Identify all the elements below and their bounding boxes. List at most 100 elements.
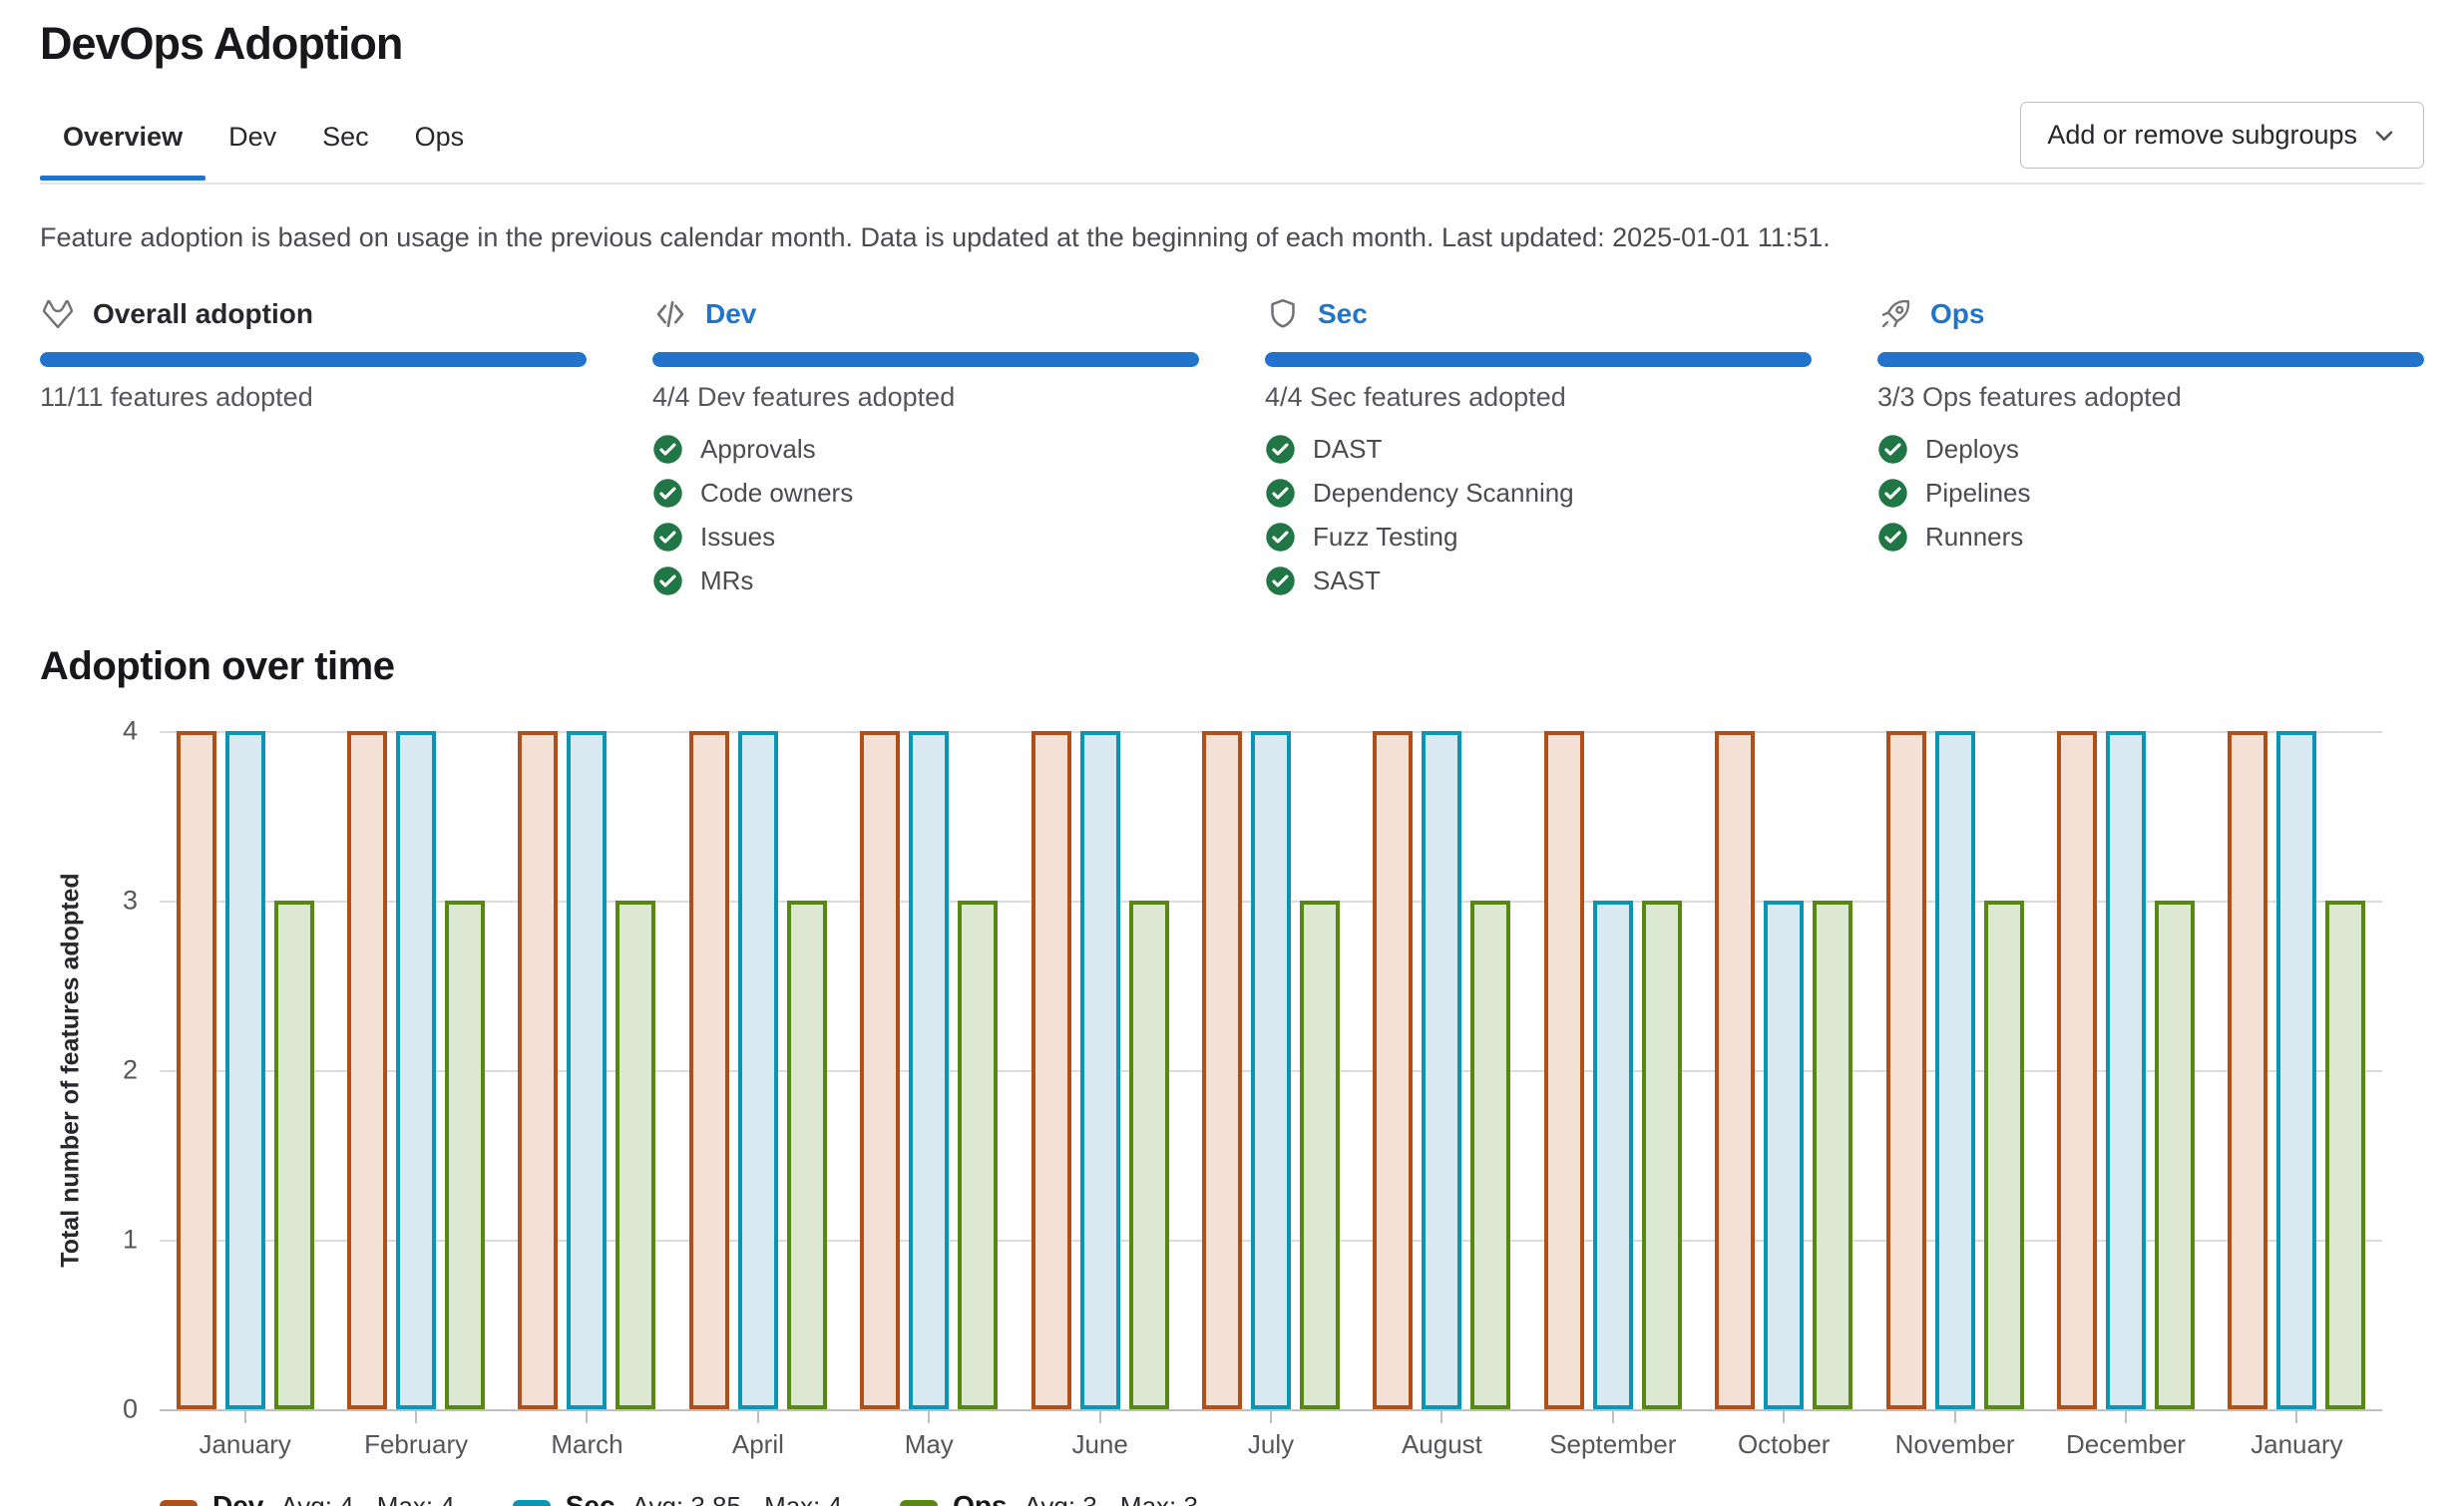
code-icon	[652, 296, 688, 332]
legend-item-sec: Sec Avg: 3.85 · Max: 4	[512, 1490, 843, 1506]
feature-item-deploys: Deploys	[1877, 427, 2424, 471]
tab-dev[interactable]: Dev	[205, 106, 299, 179]
feature-label: Runners	[1925, 521, 2024, 552]
feature-label: Fuzz Testing	[1313, 521, 1458, 552]
x-axis-label-9-october: October	[1737, 1429, 1831, 1459]
bar-group-0-january	[160, 731, 330, 1409]
check-circle-icon	[652, 522, 683, 553]
bar-sec-7-august	[1422, 731, 1462, 1409]
shield-icon	[1265, 296, 1301, 332]
x-axis-tick	[1783, 1411, 1786, 1423]
card-title-dev[interactable]: Dev	[705, 298, 757, 329]
add-or-remove-subgroups-button[interactable]: Add or remove subgroups	[2020, 102, 2424, 169]
card-header: Ops	[1877, 293, 2424, 335]
adoption-card-dev: Dev 4/4 Dev features adopted Approvals Code…	[652, 293, 1199, 602]
bar-ops-11-december	[2154, 901, 2195, 1409]
card-header: Overall adoption	[40, 293, 587, 335]
adopted-count-label: 4/4 Sec features adopted	[1265, 382, 1566, 412]
bar-ops-1-february	[445, 901, 486, 1409]
bar-sec-12-january	[2276, 731, 2317, 1409]
x-axis-label-11-december: December	[2066, 1429, 2186, 1459]
feature-list: Approvals Code owners Issues MRs	[652, 427, 1199, 602]
bar-dev-6-july	[1202, 731, 1243, 1409]
card-title-sec[interactable]: Sec	[1318, 298, 1368, 329]
chevron-down-icon	[2371, 123, 2397, 149]
bar-sec-1-february	[396, 731, 437, 1409]
feature-item-fuzz-testing: Fuzz Testing	[1265, 515, 1812, 559]
bar-group-9-october	[1699, 731, 1869, 1409]
x-axis-label-0-january: January	[199, 1429, 291, 1459]
adoption-progress-fill	[1877, 352, 2424, 367]
check-circle-icon	[1265, 478, 1296, 509]
x-axis-label-8-september: September	[1549, 1429, 1677, 1459]
x-axis-label-5-june: June	[1071, 1429, 1128, 1459]
legend-item-dev: Dev Avg: 4 · Max: 4	[160, 1490, 455, 1506]
card-title-overall-adoption: Overall adoption	[93, 298, 313, 329]
x-axis-tick	[1440, 1411, 1443, 1423]
adopted-count-label: 11/11 features adopted	[40, 382, 313, 412]
tab-bar: Overview Dev Sec Ops Add or remove subgroup…	[40, 102, 2424, 185]
bar-group-12-january	[2212, 731, 2382, 1409]
x-axis-tick	[415, 1411, 418, 1423]
bar-dev-11-december	[2056, 731, 2097, 1409]
x-axis-label-2-march: March	[551, 1429, 623, 1459]
check-circle-icon	[1265, 434, 1296, 465]
tab-sec[interactable]: Sec	[299, 106, 392, 179]
add-or-remove-subgroups-label: Add or remove subgroups	[2047, 120, 2357, 150]
feature-item-runners: Runners	[1877, 515, 2424, 559]
legend-series-name: Ops	[953, 1490, 1008, 1506]
y-axis-title: Total number of features adopted	[56, 873, 85, 1268]
bar-ops-10-november	[1983, 901, 2024, 1409]
adoption-progress-fill	[652, 352, 1199, 367]
plot-area: 0 1 2 3 4	[123, 717, 2382, 1423]
bar-sec-10-november	[1934, 731, 1975, 1409]
bar-group-4-may	[844, 731, 1015, 1409]
check-circle-icon	[1877, 434, 1908, 465]
bar-sec-4-may	[909, 731, 950, 1409]
tanuki-icon	[40, 296, 76, 332]
card-title-ops[interactable]: Ops	[1930, 298, 1985, 329]
bar-dev-5-june	[1030, 731, 1071, 1409]
feature-label: Code owners	[700, 477, 854, 508]
x-axis-label-7-august: August	[1401, 1429, 1482, 1459]
feature-item-code-owners: Code owners	[652, 471, 1199, 515]
check-circle-icon	[652, 565, 683, 596]
legend-item-ops: Ops Avg: 3 · Max: 3	[900, 1490, 1198, 1506]
tab-overview[interactable]: Overview	[40, 106, 206, 181]
adoption-progress-bar	[40, 352, 587, 367]
adopted-count-label: 4/4 Dev features adopted	[652, 382, 956, 412]
check-circle-icon	[652, 478, 683, 509]
bar-ops-9-october	[1813, 901, 1853, 1409]
adoption-progress-bar	[652, 352, 1199, 367]
bar-group-2-march	[502, 731, 672, 1409]
bar-sec-8-september	[1592, 901, 1633, 1409]
feature-label: DAST	[1313, 433, 1383, 464]
adoption-progress-bar	[1877, 352, 2424, 367]
feature-label: MRs	[700, 565, 754, 595]
adoption-card-ops: Ops 3/3 Ops features adopted Deploys Pipeli…	[1877, 293, 2424, 602]
y-tick-label: 2	[122, 1054, 138, 1085]
feature-item-mrs: MRs	[652, 559, 1199, 602]
tab-ops[interactable]: Ops	[392, 106, 488, 179]
x-axis-tick	[1611, 1411, 1614, 1423]
bar-ops-3-april	[786, 901, 827, 1409]
bar-dev-8-september	[1543, 731, 1584, 1409]
legend-series-name: Sec	[565, 1490, 616, 1506]
chart-section-title: Adoption over time	[40, 644, 395, 688]
bar-ops-6-july	[1300, 901, 1341, 1409]
check-circle-icon	[1265, 565, 1296, 596]
bar-dev-10-november	[1885, 731, 1926, 1409]
feature-label: Approvals	[700, 433, 816, 464]
legend-series-stats: Avg: 3.85 · Max: 4	[631, 1490, 843, 1506]
bar-group-5-june	[1015, 731, 1185, 1409]
legend-swatch-sec	[512, 1499, 551, 1506]
feature-label: Deploys	[1925, 433, 2019, 464]
y-tick-label: 0	[122, 1393, 138, 1424]
adoption-over-time-chart: Total number of features adopted 0 1 2 3 4 J…	[40, 717, 2424, 1460]
bar-group-7-august	[1357, 731, 1527, 1409]
feature-label: Dependency Scanning	[1313, 477, 1574, 508]
bars-layer	[160, 731, 2382, 1409]
chart-legend: Dev Avg: 4 · Max: 4 Sec Avg: 3.85 · Max: 4 O…	[160, 1490, 2424, 1506]
adoption-progress-bar	[1265, 352, 1812, 367]
